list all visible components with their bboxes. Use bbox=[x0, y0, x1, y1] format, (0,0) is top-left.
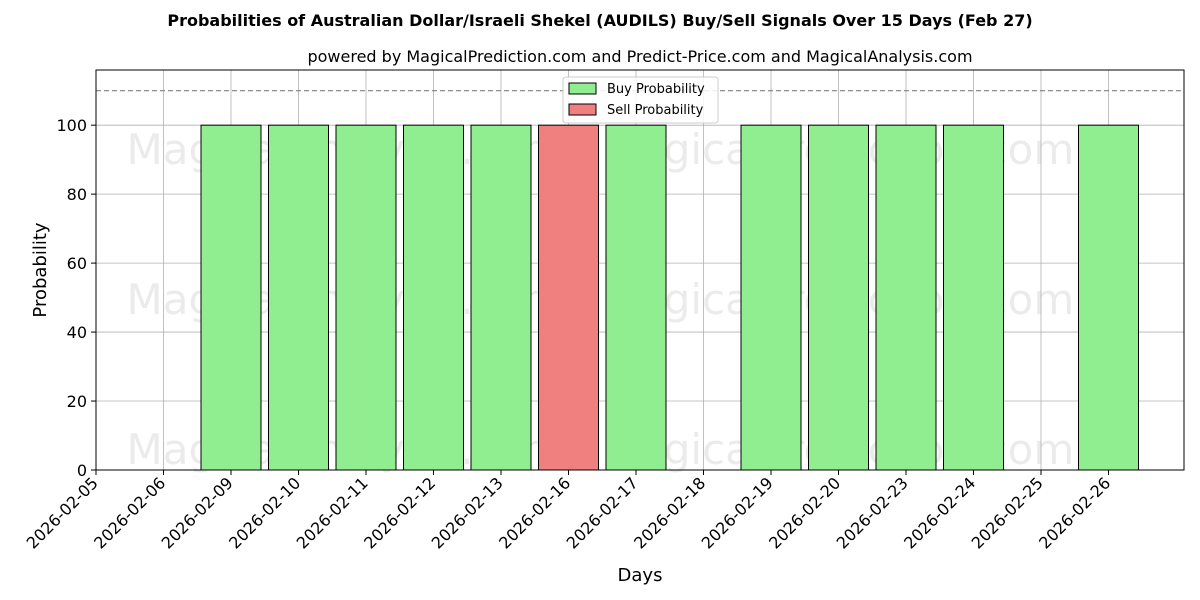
x-tick-label: 2026-02-18 bbox=[630, 473, 709, 552]
buy-bar bbox=[403, 124, 464, 471]
x-tick-label: 2026-02-23 bbox=[833, 473, 912, 552]
x-tick-label: 2026-02-16 bbox=[495, 473, 574, 552]
buy-bar bbox=[875, 124, 937, 471]
x-tick-label: 2026-02-20 bbox=[765, 473, 844, 552]
legend-box bbox=[562, 76, 719, 124]
buy-bar bbox=[470, 124, 532, 471]
legend-swatch-sell bbox=[568, 103, 597, 116]
legend-label-sell: Sell Probability bbox=[607, 103, 704, 118]
x-tick-label: 2026-02-10 bbox=[225, 473, 304, 552]
y-tick-label: 60 bbox=[67, 254, 87, 273]
x-tick-label: 2026-02-24 bbox=[900, 473, 979, 552]
x-tick-label: 2026-02-17 bbox=[563, 473, 642, 552]
x-tick-label: 2026-02-13 bbox=[428, 473, 507, 552]
x-tick-label: 2026-02-06 bbox=[90, 473, 169, 552]
y-tick-label: 20 bbox=[67, 392, 87, 411]
buy-bar bbox=[808, 124, 869, 471]
buy-bar bbox=[1078, 124, 1139, 471]
legend-label-buy: Buy Probability bbox=[607, 82, 705, 97]
x-tick-label: 2026-02-11 bbox=[293, 473, 372, 552]
x-axis-label: Days bbox=[618, 565, 663, 586]
buy-bar bbox=[740, 124, 802, 471]
buy-bar bbox=[943, 124, 1004, 471]
buy-bar bbox=[268, 124, 329, 471]
x-tick-label: 2026-02-19 bbox=[698, 473, 777, 552]
buy-bar bbox=[605, 124, 667, 471]
y-tick-label: 40 bbox=[67, 323, 87, 342]
buy-bar bbox=[200, 124, 262, 471]
chart-title: Probabilities of Australian Dollar/Israe… bbox=[167, 11, 1032, 30]
sell-bar bbox=[538, 124, 599, 471]
x-tick-label: 2026-02-09 bbox=[158, 473, 237, 552]
y-tick-label: 0 bbox=[77, 461, 87, 480]
plot-frame bbox=[95, 69, 1185, 471]
x-tick-label: 2026-02-26 bbox=[1035, 473, 1114, 552]
bar-layer bbox=[200, 124, 1139, 471]
y-tick-label: 80 bbox=[67, 185, 87, 204]
chart-subtitle: powered by MagicalPrediction.com and Pre… bbox=[307, 47, 972, 66]
x-tick-label: 2026-02-12 bbox=[360, 473, 439, 552]
buy-bar bbox=[335, 124, 397, 471]
x-tick-label: 2026-02-25 bbox=[968, 473, 1047, 552]
legend-swatch-buy bbox=[568, 82, 597, 95]
y-tick-label: 100 bbox=[56, 116, 87, 135]
x-tick-label: 2026-02-05 bbox=[23, 473, 102, 552]
y-axis-label: Probability bbox=[30, 222, 51, 317]
legend: Buy Probability Sell Probability bbox=[562, 76, 719, 124]
